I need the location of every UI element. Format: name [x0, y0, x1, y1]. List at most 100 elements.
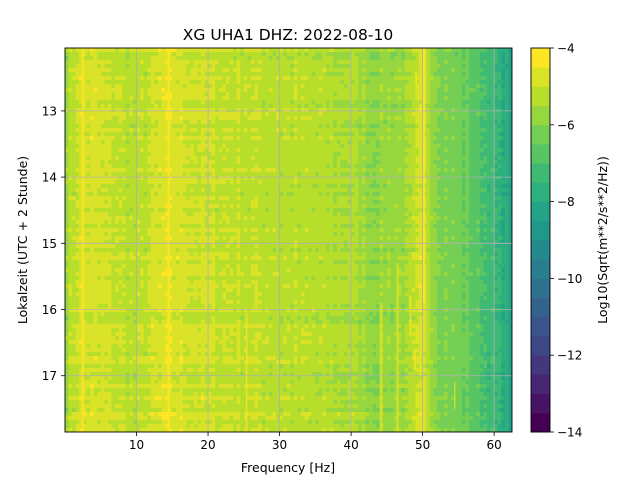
heatmap-cell — [340, 136, 345, 141]
heatmap-cell — [268, 132, 273, 137]
heatmap-cell — [465, 56, 470, 61]
heatmap-cell — [161, 188, 166, 193]
heatmap-cell — [433, 192, 438, 197]
heatmap-cell — [147, 176, 152, 181]
heatmap-cell — [218, 152, 223, 157]
heatmap-cell — [401, 128, 406, 133]
heatmap-cell — [333, 160, 338, 165]
heatmap-cell — [297, 96, 302, 101]
heatmap-cell — [397, 132, 402, 137]
heatmap-cell — [354, 192, 359, 197]
heatmap-cell — [386, 176, 391, 181]
heatmap-cell — [408, 88, 413, 93]
heatmap-cell — [286, 124, 291, 129]
heatmap-cell — [82, 196, 87, 201]
heatmap-cell — [190, 172, 195, 177]
heatmap-cell — [415, 140, 420, 145]
heatmap-cell — [444, 52, 449, 57]
heatmap-cell — [451, 76, 456, 81]
heatmap-cell — [326, 188, 331, 193]
heatmap-cell — [372, 48, 377, 53]
heatmap-cell — [265, 204, 270, 209]
heatmap-cell — [165, 116, 170, 121]
heatmap-cell — [354, 52, 359, 57]
heatmap-cell — [215, 112, 220, 117]
heatmap-cell — [326, 112, 331, 117]
heatmap-cell — [436, 52, 441, 57]
heatmap-cell — [125, 120, 130, 125]
heatmap-cell — [275, 116, 280, 121]
heatmap-cell — [501, 68, 506, 73]
heatmap-cell — [279, 108, 284, 113]
heatmap-cell — [465, 120, 470, 125]
heatmap-cell — [358, 156, 363, 161]
heatmap-cell — [301, 188, 305, 193]
heatmap-cell — [143, 124, 148, 129]
heatmap-cell — [365, 56, 370, 61]
heatmap-cell — [97, 104, 102, 109]
heatmap-cell — [383, 76, 388, 81]
heatmap-cell — [161, 56, 166, 61]
heatmap-cell — [111, 120, 116, 125]
heatmap-cell — [286, 144, 291, 149]
heatmap-cell — [165, 180, 170, 185]
heatmap-cell — [100, 180, 105, 185]
heatmap-cell — [465, 48, 470, 53]
heatmap-cell — [190, 160, 195, 165]
heatmap-cell — [329, 80, 334, 85]
heatmap-cell — [136, 180, 141, 185]
heatmap-cell — [225, 168, 230, 173]
heatmap-cell — [186, 164, 191, 169]
heatmap-cell — [215, 152, 220, 157]
heatmap-cell — [136, 92, 141, 97]
heatmap-cell — [254, 168, 259, 173]
heatmap-cell — [315, 124, 320, 129]
heatmap-cell — [225, 172, 230, 177]
heatmap-cell — [107, 124, 112, 129]
heatmap-cell — [147, 64, 152, 69]
heatmap-cell — [379, 80, 384, 85]
heatmap-cell — [486, 108, 491, 113]
heatmap-cell — [444, 128, 449, 133]
heatmap-cell — [401, 140, 406, 145]
heatmap-cell — [436, 192, 441, 197]
heatmap-cell — [486, 68, 491, 73]
heatmap-cell — [483, 52, 488, 57]
heatmap-cell — [429, 120, 434, 125]
heatmap-cell — [390, 144, 395, 149]
heatmap-cell — [343, 156, 348, 161]
heatmap-cell — [286, 136, 291, 141]
heatmap-cell — [408, 56, 413, 61]
heatmap-cell — [175, 184, 180, 189]
heatmap-cell — [494, 100, 499, 105]
heatmap-cell — [501, 124, 506, 129]
heatmap-cell — [190, 68, 195, 73]
heatmap-cell — [301, 200, 305, 205]
heatmap-cell — [225, 184, 230, 189]
heatmap-cell — [440, 196, 445, 201]
heatmap-cell — [361, 96, 366, 101]
heatmap-cell — [90, 128, 95, 133]
heatmap-cell — [311, 80, 316, 85]
heatmap-cell — [365, 116, 370, 121]
heatmap-cell — [293, 152, 298, 157]
heatmap-cell — [115, 188, 120, 193]
heatmap-cell — [222, 140, 227, 145]
heatmap-cell — [97, 112, 102, 117]
heatmap-cell — [393, 96, 398, 101]
heatmap-cell — [208, 192, 213, 197]
heatmap-cell — [376, 172, 381, 177]
heatmap-cell — [436, 124, 441, 129]
heatmap-cell — [315, 156, 320, 161]
heatmap-cell — [318, 48, 323, 53]
heatmap-cell — [275, 104, 280, 109]
heatmap-cell — [261, 172, 266, 177]
heatmap-cell — [404, 172, 409, 177]
heatmap-cell — [100, 92, 105, 97]
heatmap-cell — [311, 48, 316, 53]
heatmap-cell — [258, 192, 263, 197]
heatmap-cell — [479, 80, 484, 85]
heatmap-cell — [68, 192, 73, 197]
heatmap-cell — [390, 128, 395, 133]
heatmap-cell — [429, 60, 434, 65]
